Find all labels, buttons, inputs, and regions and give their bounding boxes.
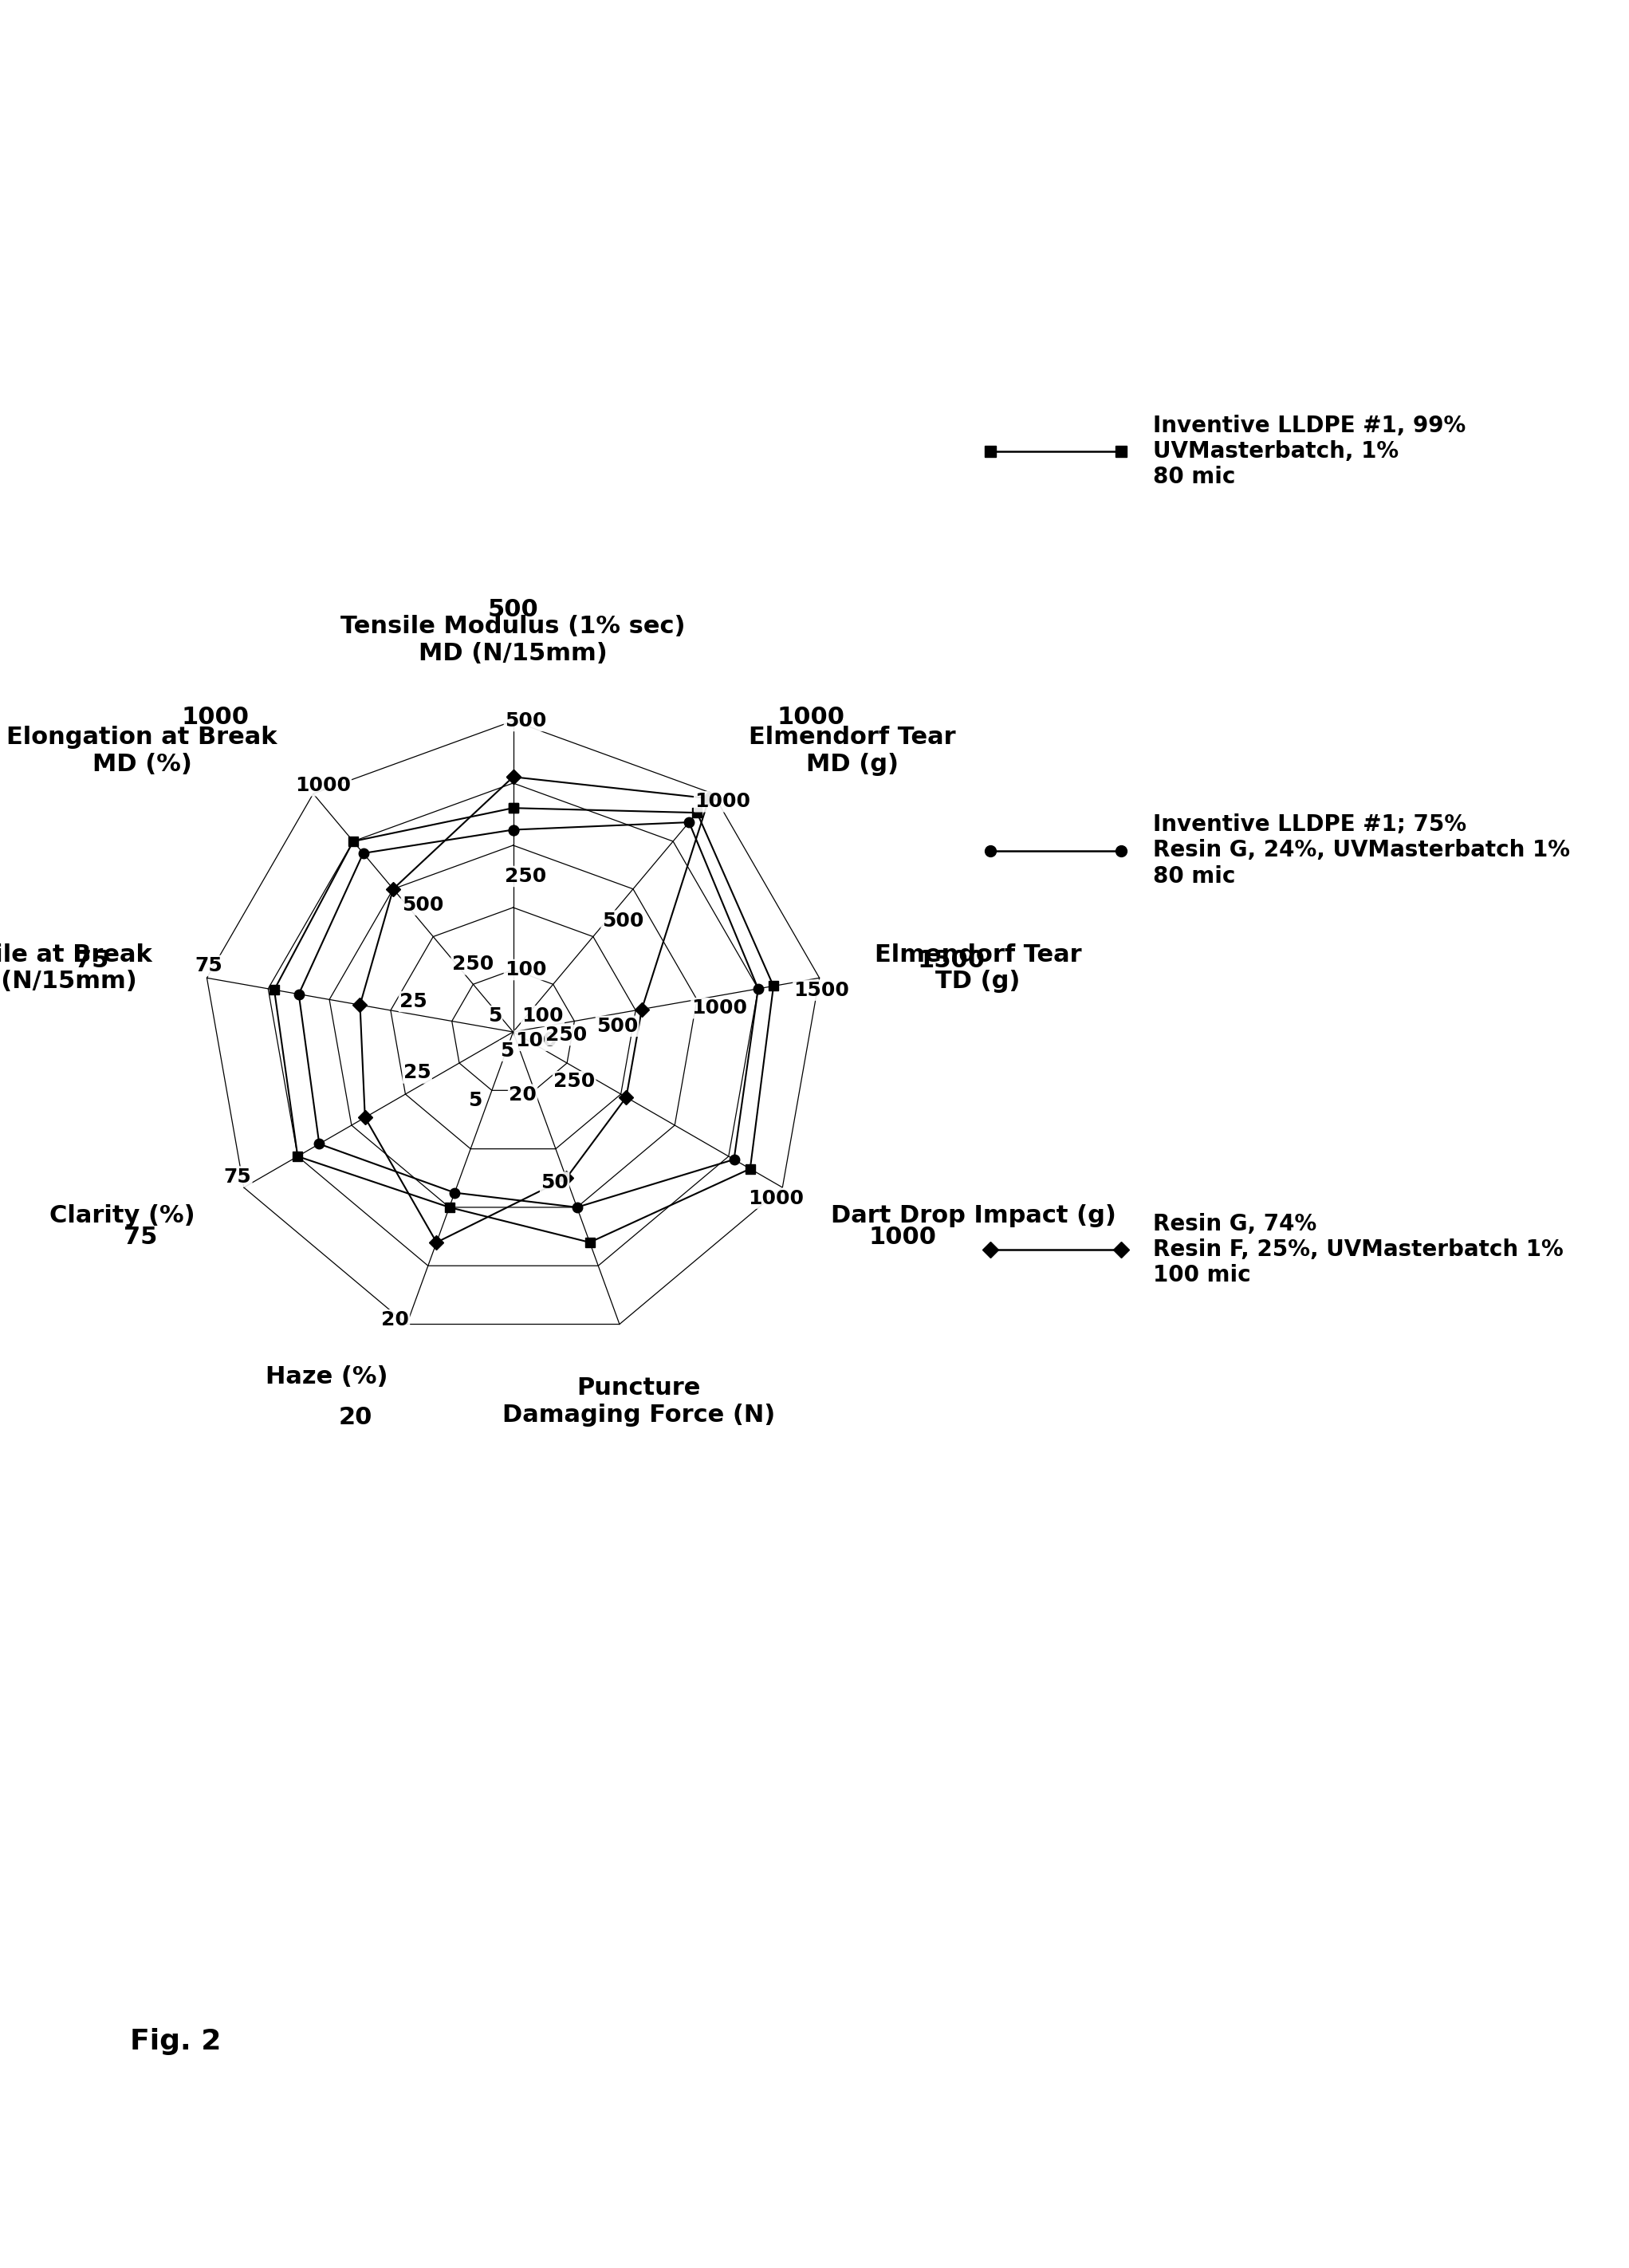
Text: Dart Drop Impact (g): Dart Drop Impact (g) <box>831 1204 1116 1227</box>
Text: Elongation at Break
MD (%): Elongation at Break MD (%) <box>7 726 277 776</box>
Text: 250: 250 <box>546 1025 588 1046</box>
Text: 100: 100 <box>505 959 546 980</box>
Text: 50: 50 <box>541 1173 569 1193</box>
Text: Tensile Modulus (1% sec)
MD (N/15mm): Tensile Modulus (1% sec) MD (N/15mm) <box>340 615 686 665</box>
Text: Tensile at Break
MD (N/15mm): Tensile at Break MD (N/15mm) <box>0 943 151 993</box>
Text: 1000: 1000 <box>295 776 350 796</box>
Text: Inventive LLDPE #1, 99%
UVMasterbatch, 1%
80 mic: Inventive LLDPE #1, 99% UVMasterbatch, 1… <box>1153 415 1466 488</box>
Text: 5: 5 <box>468 1091 482 1111</box>
Text: 1000: 1000 <box>777 705 845 728</box>
Text: 100: 100 <box>521 1007 564 1025</box>
Text: 5: 5 <box>500 1041 513 1061</box>
Text: 250: 250 <box>451 955 494 973</box>
Text: 5: 5 <box>487 1007 502 1025</box>
Text: 500: 500 <box>596 1016 639 1036</box>
Text: 75: 75 <box>195 957 223 975</box>
Text: 1000: 1000 <box>694 792 751 812</box>
Text: 1000: 1000 <box>748 1188 805 1209</box>
Text: 75: 75 <box>75 948 109 973</box>
Text: 25: 25 <box>399 991 427 1012</box>
Text: 20: 20 <box>381 1311 409 1329</box>
Text: 20: 20 <box>508 1084 536 1105</box>
Text: 1000: 1000 <box>868 1225 937 1250</box>
Text: 75: 75 <box>124 1225 158 1250</box>
Text: Inventive LLDPE #1; 75%
Resin G, 24%, UVMasterbatch 1%
80 mic: Inventive LLDPE #1; 75% Resin G, 24%, UV… <box>1153 814 1570 887</box>
Text: 100: 100 <box>515 1032 557 1050</box>
Text: 250: 250 <box>505 866 546 887</box>
Text: 250: 250 <box>554 1073 595 1091</box>
Text: Resin G, 74%
Resin F, 25%, UVMasterbatch 1%
100 mic: Resin G, 74% Resin F, 25%, UVMasterbatch… <box>1153 1213 1564 1286</box>
Text: Fig. 2: Fig. 2 <box>130 2028 222 2055</box>
Text: Puncture
Damaging Force (N): Puncture Damaging Force (N) <box>502 1377 775 1427</box>
Text: Elmendorf Tear
TD (g): Elmendorf Tear TD (g) <box>875 943 1082 993</box>
Text: 500: 500 <box>505 712 546 730</box>
Text: 500: 500 <box>487 599 539 621</box>
Text: 1000: 1000 <box>692 998 748 1018</box>
Text: 1500: 1500 <box>793 980 849 1000</box>
Text: Haze (%): Haze (%) <box>266 1365 388 1388</box>
Text: 1000: 1000 <box>181 705 249 728</box>
Text: 75: 75 <box>223 1168 251 1186</box>
Text: 500: 500 <box>402 896 443 914</box>
Text: 1500: 1500 <box>917 948 986 973</box>
Text: 25: 25 <box>404 1064 432 1082</box>
Text: Clarity (%): Clarity (%) <box>50 1204 195 1227</box>
Text: Elmendorf Tear
MD (g): Elmendorf Tear MD (g) <box>749 726 956 776</box>
Text: 20: 20 <box>339 1406 373 1429</box>
Text: 500: 500 <box>601 912 643 930</box>
